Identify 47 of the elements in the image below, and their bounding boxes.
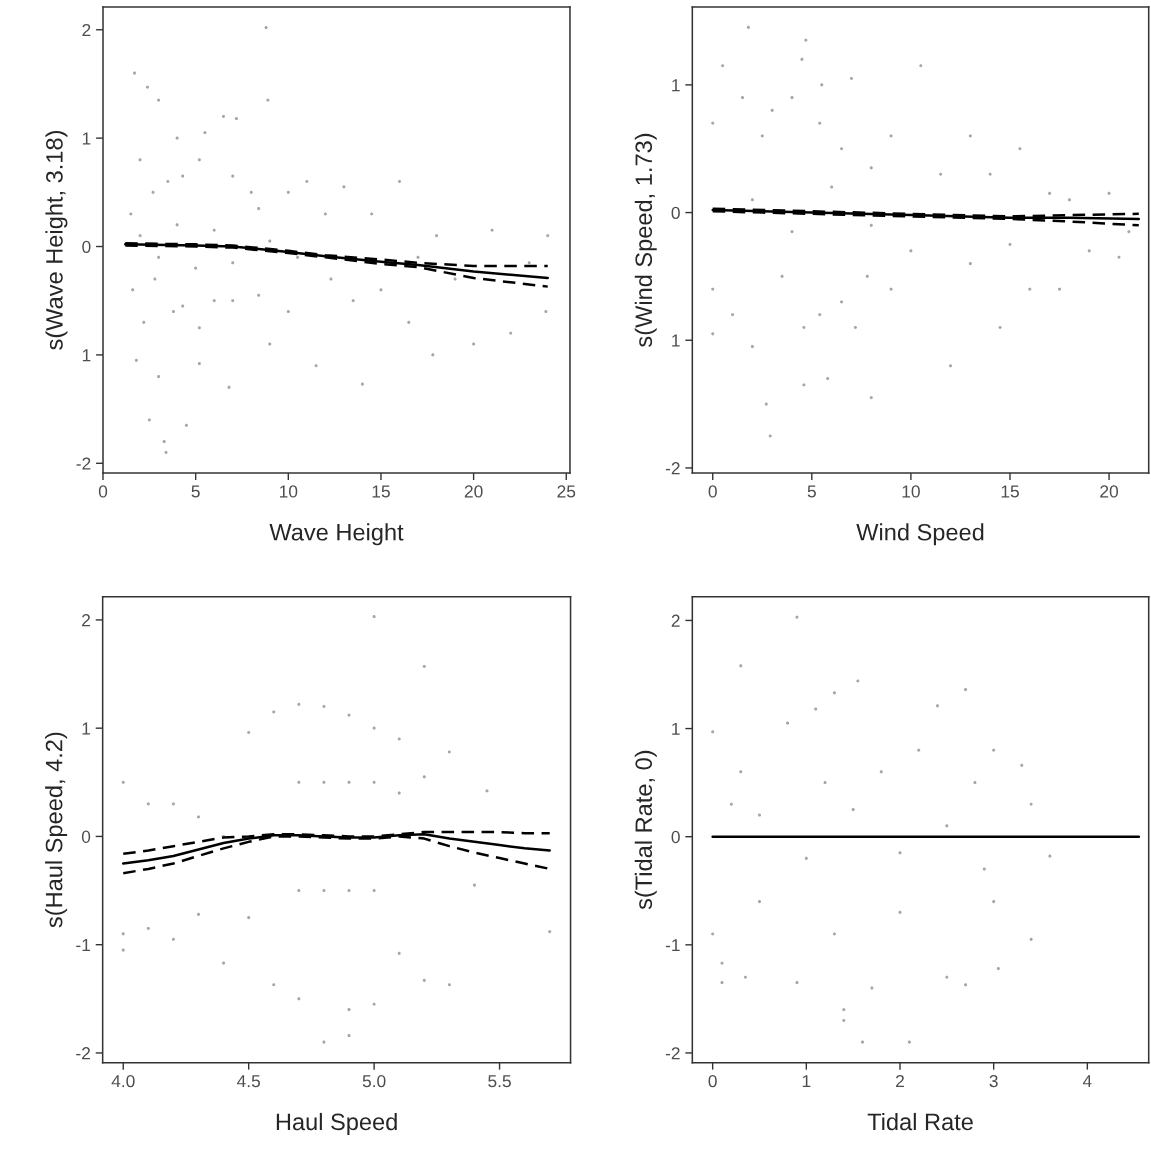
x-tick-label: 4.5: [237, 1075, 261, 1088]
y-tick-label: 1: [672, 334, 680, 347]
x-tick-label: 25: [557, 485, 576, 498]
y-tick-label: 0: [671, 830, 680, 844]
x-tick-label: 10: [902, 485, 920, 498]
x-tick-label: 0: [708, 485, 717, 498]
y-axis-title: s(Wave Height, 3.18): [45, 131, 68, 350]
x-axis-title: Haul Speed: [276, 1112, 397, 1135]
y-tick-label: -2: [665, 1047, 680, 1060]
y-tick-label: 1: [82, 722, 91, 735]
y-tick-label: 0: [81, 830, 91, 843]
y-tick-label: -1: [665, 939, 680, 952]
y-tick-label: -2: [76, 457, 91, 470]
x-tick-label: 20: [464, 485, 483, 498]
y-tick-label: 2: [82, 614, 90, 627]
x-axis-title: Wave Height: [269, 523, 404, 546]
x-tick-label: 5.0: [362, 1074, 386, 1088]
x-tick-label: 5: [191, 485, 200, 498]
x-tick-label: 5.5: [488, 1075, 511, 1088]
y-tick-label: 2: [671, 614, 680, 627]
y-tick-label: 2: [82, 23, 91, 37]
x-tick-label: 20: [1100, 485, 1119, 498]
x-tick-label: 10: [279, 485, 298, 498]
x-axis-title: Tidal Rate: [867, 1112, 973, 1131]
x-tick-label: 15: [372, 485, 390, 498]
x-tick-label: 0: [708, 1074, 717, 1088]
y-axis-title: s(Haul Speed, 4.2): [45, 732, 68, 928]
y-tick-label: -1: [76, 939, 91, 951]
y-tick-label: 1: [672, 722, 680, 735]
x-tick-label: 4.0: [111, 1074, 135, 1088]
x-tick-label: 2: [896, 1074, 904, 1088]
y-axis-title: s(Wind Speed, 1.73): [634, 133, 657, 347]
x-axis-title: Wind Speed: [856, 523, 984, 546]
y-tick-label: -2: [76, 1047, 90, 1060]
x-tick-label: 5: [807, 485, 816, 498]
y-tick-label: -2: [665, 462, 680, 475]
y-tick-label: 0: [671, 206, 680, 220]
x-tick-label: 0: [98, 485, 108, 498]
x-tick-label: 3: [989, 1074, 998, 1088]
x-tick-label: 1: [802, 1075, 811, 1088]
y-tick-label: 0: [82, 240, 91, 253]
y-tick-label: 1: [82, 349, 91, 362]
y-axis-title: s(Tidal Rate, 0): [634, 750, 657, 910]
x-tick-label: 4: [1082, 1075, 1092, 1088]
x-tick-label: 15: [1001, 485, 1019, 498]
y-tick-label: 1: [82, 132, 91, 145]
y-tick-label: 1: [672, 79, 680, 92]
